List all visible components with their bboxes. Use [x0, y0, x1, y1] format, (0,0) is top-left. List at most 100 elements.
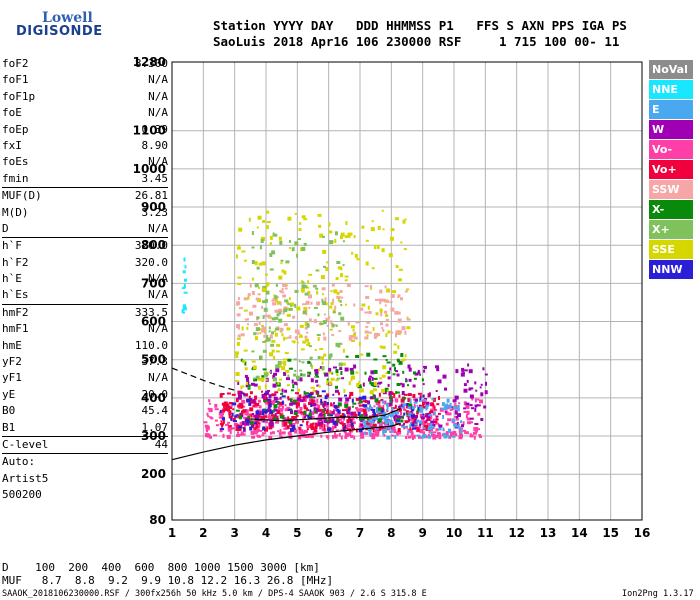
scatter-series [235, 209, 411, 395]
scatter-point [235, 254, 238, 259]
scatter-point [257, 377, 262, 381]
scatter-point [305, 309, 308, 312]
scatter-point [214, 408, 219, 411]
scatter-point [232, 408, 235, 411]
scatter-point [355, 397, 360, 401]
scatter-point [261, 411, 265, 416]
scatter-point [287, 408, 291, 411]
scatter-point [478, 434, 482, 437]
scatter-point [321, 390, 326, 393]
scatter-point [184, 278, 187, 282]
scatter-point [378, 407, 382, 411]
scatter-point [365, 239, 369, 242]
scatter-point [413, 398, 416, 401]
scatter-point [382, 328, 385, 332]
scatter-point [378, 392, 381, 397]
scatter-point [243, 427, 246, 432]
scatter-point [270, 343, 275, 347]
scatter-point [230, 407, 233, 410]
scatter-point [237, 404, 242, 408]
scatter-point [285, 369, 290, 373]
scatter-point [381, 374, 386, 378]
scatter-point [214, 419, 218, 422]
scatter-point [335, 429, 339, 432]
scatter-point [290, 302, 295, 307]
scatter-point [234, 415, 238, 418]
scatter-point [283, 371, 287, 376]
scatter-point [326, 423, 329, 427]
scatter-point [236, 246, 241, 250]
scatter-point [294, 336, 297, 340]
scatter-point [313, 428, 317, 433]
scatter-point [235, 380, 240, 383]
scatter-point [236, 414, 239, 417]
scatter-point [350, 429, 354, 433]
scatter-point [267, 406, 271, 411]
scatter-point [364, 336, 369, 340]
scatter-point [389, 422, 394, 426]
scatter-point [248, 403, 252, 406]
scatter-point [277, 430, 279, 433]
scatter-point [437, 432, 442, 436]
param-value: 37.3 [141, 355, 169, 369]
scatter-point [438, 435, 442, 440]
scatter-point [238, 244, 241, 247]
scatter-point [397, 430, 402, 435]
scatter-point [294, 241, 299, 246]
scatter-point [329, 410, 332, 415]
scatter-point [344, 275, 349, 278]
scatter-point [381, 326, 384, 329]
scatter-point [249, 311, 253, 316]
scatter-point [387, 330, 391, 334]
scatter-point [441, 408, 445, 410]
scatter-point [256, 409, 259, 413]
scatter-point [281, 395, 286, 398]
scatter-point [385, 333, 388, 338]
scatter-point [376, 244, 380, 249]
param-name: h`Es [2, 288, 29, 302]
scatter-point [275, 368, 280, 373]
y-tick-label: 700 [141, 276, 166, 290]
scatter-point [402, 403, 407, 407]
scatter-point [236, 397, 241, 400]
scatter-point [334, 413, 337, 418]
virtual-height-trace [250, 408, 401, 422]
scatter-point [435, 418, 439, 421]
scatter-point [313, 430, 318, 435]
scatter-point [382, 411, 387, 416]
scatter-point [339, 342, 343, 345]
scatter-point [273, 417, 277, 421]
scatter-point [266, 210, 270, 214]
scatter-point [355, 407, 358, 409]
scatter-point [418, 425, 422, 429]
scatter-point [368, 377, 371, 382]
scatter-point [450, 431, 454, 436]
scatter-point [400, 412, 402, 415]
scatter-point [421, 418, 425, 421]
scatter-point [213, 434, 217, 437]
scatter-point [382, 365, 387, 370]
scatter-point [236, 355, 239, 358]
scatter-point [264, 419, 268, 424]
scatter-point [340, 232, 345, 237]
scatter-point [397, 428, 401, 432]
scatter-point [350, 411, 354, 416]
scatter-point [243, 297, 248, 301]
scatter-point [310, 399, 315, 404]
scatter-point [273, 377, 277, 382]
scatter-point [337, 266, 342, 270]
scatter-point [397, 294, 401, 298]
scatter-point [253, 432, 258, 435]
scatter-point [236, 313, 241, 317]
scatter-point [296, 306, 301, 311]
scatter-point [276, 343, 281, 347]
scatter-point [290, 422, 293, 427]
scatter-point [379, 289, 383, 294]
scatter-point [323, 353, 327, 357]
scatter-point [243, 309, 248, 312]
scatter-point [479, 436, 482, 438]
scatter-point [302, 420, 305, 423]
scatter-point [222, 417, 225, 421]
scatter-point [319, 366, 322, 369]
scatter-point [336, 408, 340, 412]
